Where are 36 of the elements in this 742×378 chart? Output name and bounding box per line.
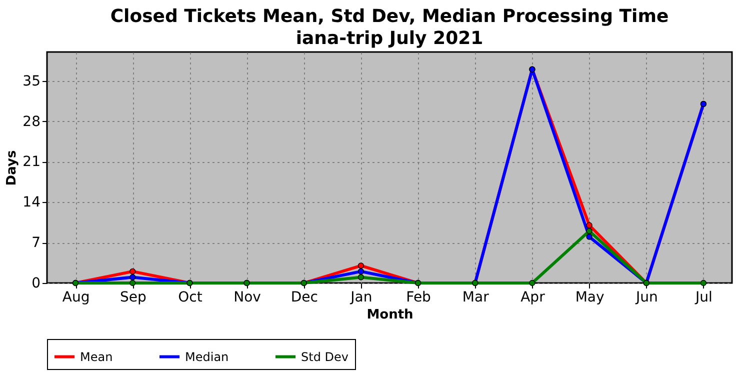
y-axis-title: Days — [4, 150, 20, 186]
point — [130, 268, 136, 275]
legend-label: Mean — [80, 350, 113, 364]
x-tick-label: Mar — [462, 290, 490, 306]
point — [130, 280, 136, 286]
x-tick-label: Sep — [120, 290, 146, 306]
point — [130, 274, 136, 280]
y-tick-label: 0 — [32, 276, 40, 292]
y-tick-label: 28 — [22, 114, 40, 130]
legend-label: Std Dev — [301, 350, 348, 364]
point — [700, 280, 707, 286]
x-axis-title: Month — [366, 308, 414, 322]
point — [358, 262, 364, 269]
point — [586, 222, 592, 228]
x-tick-label: May — [575, 290, 604, 306]
y-tick-label: 7 — [32, 235, 40, 252]
y-tick-label: 21 — [22, 154, 40, 170]
chart-title: Closed Tickets Mean, Std Dev, Median Processing Time — [110, 6, 669, 27]
x-tick-label: Apr — [520, 290, 546, 306]
x-tick-label: Oct — [178, 290, 203, 306]
point — [529, 280, 536, 286]
y-tick-label: 14 — [22, 194, 41, 211]
legend-label: Median — [185, 350, 229, 364]
point — [358, 268, 364, 275]
point — [586, 234, 592, 240]
x-tick-label: Jan — [350, 290, 372, 306]
x-tick-label: Aug — [62, 290, 90, 306]
chart-subtitle: iana-trip July 2021 — [296, 28, 484, 49]
point — [358, 274, 364, 280]
point — [586, 228, 592, 234]
x-tick-label: Jun — [634, 290, 658, 306]
x-tick-label: Nov — [234, 290, 261, 306]
x-tick-label: Feb — [406, 290, 432, 306]
y-tick-label: 35 — [22, 73, 40, 90]
x-tick-label: Jul — [694, 290, 712, 306]
x-tick-label: Dec — [290, 290, 318, 306]
